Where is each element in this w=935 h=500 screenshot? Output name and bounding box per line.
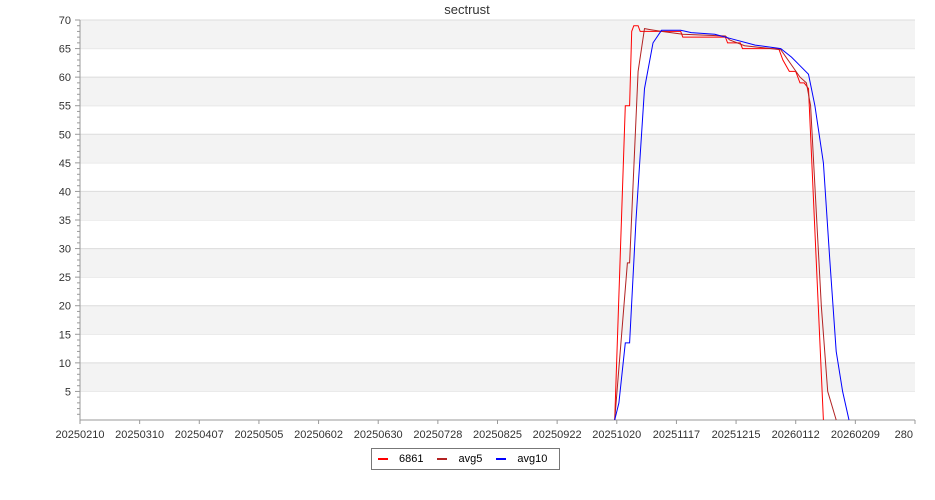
legend-swatch — [378, 458, 388, 460]
x-tick-label: 20251020 — [592, 429, 641, 441]
x-tick-label: 20250310 — [115, 429, 164, 441]
grid-band — [80, 248, 915, 278]
y-tick-label: 60 — [59, 72, 71, 84]
legend-label: avg10 — [517, 453, 548, 465]
y-tick-label: 10 — [59, 358, 71, 370]
legend-item: avg5 — [437, 453, 482, 465]
x-tick-label: 20250630 — [354, 429, 403, 441]
x-tick-label: 20251215 — [712, 429, 761, 441]
y-tick-label: 65 — [59, 44, 71, 56]
grid-band — [80, 305, 915, 335]
legend-label: avg5 — [458, 453, 483, 465]
x-tick-label: 20250922 — [533, 429, 582, 441]
grid-band — [80, 20, 915, 49]
x-tick-label: 280 — [895, 429, 913, 441]
grid-band — [80, 362, 915, 392]
legend-item: 6861 — [378, 453, 423, 465]
y-tick-label: 15 — [59, 329, 71, 341]
legend-label: 6861 — [399, 453, 424, 465]
x-tick-label: 20260112 — [772, 429, 820, 441]
chart-title: sectrust — [444, 2, 490, 17]
y-tick-label: 25 — [59, 272, 71, 284]
y-tick-label: 35 — [59, 215, 71, 227]
x-tick-label: 20250210 — [56, 429, 105, 441]
series-line-6861 — [614, 25, 824, 421]
legend-swatch — [437, 458, 448, 460]
legend-swatch — [496, 458, 507, 460]
grid-band — [80, 191, 915, 220]
grid-band — [80, 77, 915, 106]
y-tick-label: 40 — [59, 186, 71, 198]
y-tick-label: 50 — [59, 129, 71, 141]
grid-band — [80, 134, 915, 163]
y-tick-label: 20 — [59, 301, 71, 313]
series-line-avg10 — [614, 29, 850, 421]
x-tick-label: 20260209 — [831, 429, 880, 441]
x-tick-label: 20250728 — [413, 429, 462, 441]
y-tick-label: 45 — [59, 158, 71, 170]
legend: 6861 avg5 avg10 — [371, 448, 561, 470]
x-tick-label: 20250602 — [294, 429, 343, 441]
y-tick-label: 5 — [65, 386, 71, 398]
y-tick-label: 30 — [59, 244, 71, 256]
x-tick-label: 20251117 — [653, 429, 700, 441]
y-tick-label: 55 — [59, 101, 71, 113]
x-tick-label: 20250825 — [473, 429, 522, 441]
legend-item: avg10 — [496, 453, 547, 465]
x-tick-label: 20250407 — [175, 429, 224, 441]
x-tick-label: 20250505 — [234, 429, 283, 441]
y-tick-label: 70 — [59, 15, 71, 27]
